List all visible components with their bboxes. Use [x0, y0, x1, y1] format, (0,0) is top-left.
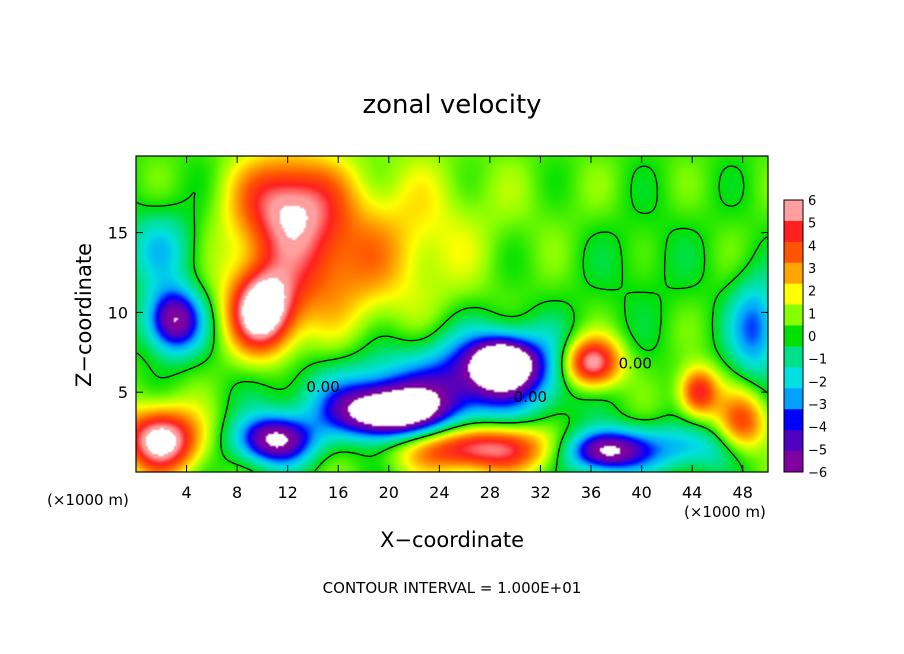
colorbar-label: −2 [808, 375, 827, 390]
colorbar-label: 4 [808, 239, 816, 254]
heatmap-area [135, 155, 769, 473]
colorbar-swatch [784, 409, 803, 431]
x-tick-label: 12 [278, 483, 298, 502]
contour-interval-note: CONTOUR INTERVAL = 1.000E+01 [323, 579, 582, 597]
x-tick-label: 40 [631, 483, 651, 502]
colorbar-label: 1 [808, 307, 816, 322]
colorbar-label: 2 [808, 285, 816, 300]
colorbar-label: −1 [808, 353, 827, 368]
y-axis-label: Z−coordinate [72, 243, 96, 387]
colorbar-frame [783, 199, 804, 473]
chart-title: zonal velocity [362, 90, 541, 120]
x-tick-label: 4 [181, 483, 191, 502]
colorbar-label: 5 [808, 217, 816, 232]
x-tick-label: 44 [682, 483, 702, 502]
x-tick-label: 48 [733, 483, 753, 502]
colorbar-swatch [784, 451, 803, 473]
colorbar-swatch [784, 200, 803, 222]
x-tick-label: 32 [530, 483, 550, 502]
x-unit-label-right: (×1000 m) [684, 503, 766, 521]
x-tick-label: 28 [480, 483, 500, 502]
colorbar-swatch [784, 241, 803, 264]
contour-label: 0.00 [514, 388, 547, 406]
x-axis-label: X−coordinate [380, 528, 524, 552]
colorbar-label: −4 [808, 421, 827, 436]
x-tick-label: 24 [429, 483, 449, 502]
colorbar-swatch [784, 283, 803, 306]
colorbar-label: −5 [808, 443, 827, 458]
colorbar: 6 5 4 3 2 1 0 −1 −2 −3 −4 −5 −6 [783, 194, 827, 481]
x-tick-label: 16 [328, 483, 348, 502]
colorbar-swatch [784, 388, 803, 410]
y-tick-label: 15 [108, 224, 128, 243]
plot-frame [135, 155, 769, 473]
colorbar-swatch [784, 220, 803, 243]
colorbar-swatch [784, 304, 803, 327]
colorbar-swatch [784, 262, 803, 285]
colorbar-label: 3 [808, 262, 816, 277]
x-tick-label: 8 [232, 483, 242, 502]
colorbar-swatch [784, 430, 803, 452]
colorbar-swatch [784, 367, 803, 389]
colorbar-label: 0 [808, 330, 816, 345]
zero-contour-line [136, 165, 768, 472]
x-unit-label-left: (×1000 m) [47, 491, 129, 509]
colorbar-label: −3 [808, 398, 827, 413]
x-tick-label: 20 [379, 483, 399, 502]
y-tick-label: 5 [118, 383, 128, 402]
contour-label: 0.00 [306, 378, 339, 396]
colorbar-label: 6 [808, 194, 816, 209]
y-tick-label: 10 [108, 303, 128, 322]
contour-label: 0.00 [619, 354, 652, 372]
colorbar-label: −6 [808, 466, 827, 481]
colorbar-swatch [784, 325, 803, 347]
colorbar-swatch [784, 346, 803, 368]
x-tick-label: 36 [581, 483, 601, 502]
